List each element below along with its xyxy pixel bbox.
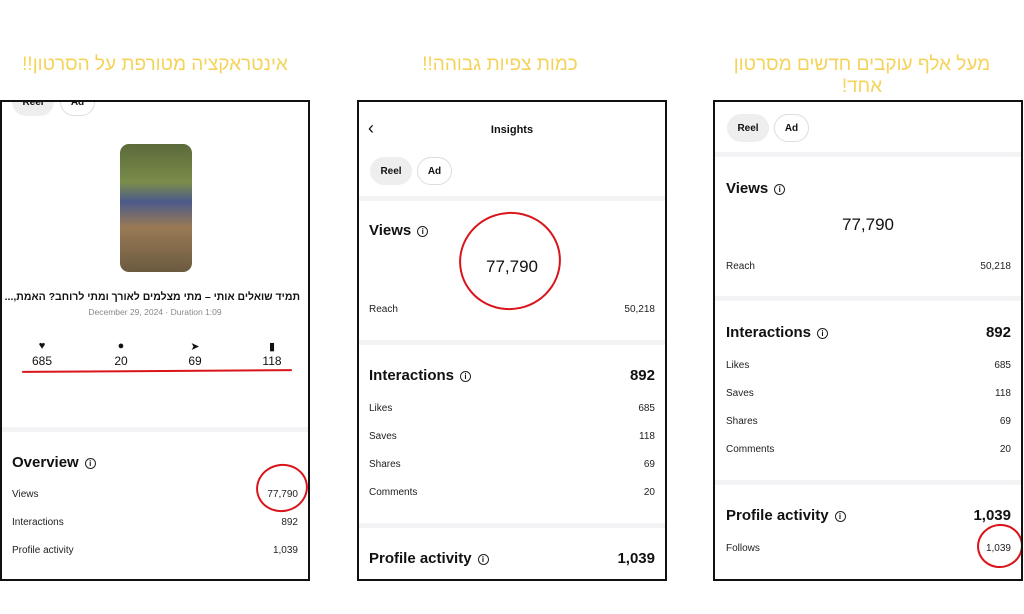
- comments-label: Comments: [726, 444, 775, 455]
- red-circle-annotation: [251, 459, 308, 517]
- back-arrow-icon[interactable]: ‹: [368, 118, 374, 138]
- ad-chip[interactable]: Ad: [60, 102, 95, 116]
- heading-middle: כמות צפיות גבוהה!!: [422, 54, 578, 75]
- saves-value: 118: [995, 388, 1011, 399]
- reach-label: Reach: [726, 261, 755, 272]
- comments-value: 20: [643, 487, 655, 498]
- comments-value: 20: [999, 444, 1011, 455]
- interactions-value: 892: [281, 517, 298, 528]
- shares-value: 69: [643, 459, 655, 470]
- likes-label: Likes: [726, 360, 750, 371]
- likes-stat: ♥ 685: [22, 340, 62, 368]
- info-icon[interactable]: i: [834, 511, 846, 522]
- share-icon: ➤: [190, 341, 200, 353]
- interactions-title: Interactions i: [726, 324, 829, 341]
- divider: [715, 296, 1021, 301]
- info-icon[interactable]: i: [417, 226, 429, 237]
- views-label: Views: [12, 489, 39, 500]
- likes-value: 685: [638, 403, 655, 414]
- profile-activity-title: Profile activity i: [726, 507, 846, 524]
- divider: [359, 523, 665, 528]
- overview-title: Overview i: [12, 454, 96, 471]
- views-title: Views i: [369, 222, 429, 239]
- info-icon[interactable]: i: [774, 184, 786, 195]
- red-circle-annotation: [972, 519, 1021, 573]
- info-icon[interactable]: i: [84, 458, 96, 469]
- comments-stat: ● 20: [101, 340, 141, 368]
- follows-value: 1,039: [985, 543, 1011, 554]
- reel-meta: December 29, 2024 · Duration 1:09: [88, 307, 222, 317]
- ad-chip[interactable]: Ad: [774, 114, 809, 142]
- reel-chip[interactable]: Reel: [12, 102, 54, 116]
- info-icon[interactable]: i: [460, 371, 472, 382]
- views-value: 77,790: [842, 215, 894, 234]
- reach-value: 50,218: [624, 304, 655, 315]
- profile-activity-label: Profile activity: [12, 545, 74, 556]
- shares-count: 69: [188, 354, 202, 368]
- red-underline: [21, 369, 293, 373]
- reel-thumbnail[interactable]: [120, 144, 192, 272]
- reach-label: Reach: [369, 304, 398, 315]
- views-value: 77,790: [486, 257, 538, 276]
- left-screenshot: Reel Ad תמיד שואלים אותי – מתי מצלמים לא…: [0, 100, 310, 581]
- shares-label: Shares: [726, 416, 758, 427]
- profile-activity-title: Profile activity i: [369, 550, 489, 567]
- ad-chip[interactable]: Ad: [417, 157, 452, 185]
- interactions-value: 892: [629, 367, 655, 384]
- likes-count: 685: [31, 354, 53, 368]
- profile-activity-value: 1,039: [272, 545, 298, 556]
- saves-stat: ▮ 118: [252, 340, 292, 368]
- comments-count: 20: [114, 354, 128, 368]
- saves-label: Saves: [369, 431, 397, 442]
- shares-value: 69: [999, 416, 1011, 427]
- follows-label: Follows: [726, 543, 760, 554]
- insights-title: Insights: [490, 124, 534, 136]
- saves-count: 118: [262, 354, 282, 368]
- heading-left: אינטראקציה מטורפת על הסרטון!!: [22, 54, 288, 75]
- divider: [715, 152, 1021, 157]
- saves-value: 118: [639, 431, 655, 442]
- divider: [2, 427, 308, 432]
- profile-activity-value: 1,039: [973, 507, 1011, 524]
- saves-label: Saves: [726, 388, 754, 399]
- likes-value: 685: [994, 360, 1011, 371]
- middle-screenshot: ‹ Insights Reel Ad Views i 77,790 Reach 5…: [357, 100, 667, 581]
- info-icon[interactable]: i: [817, 328, 829, 339]
- interactions-title: Interactions i: [369, 367, 472, 384]
- views-title: Views i: [726, 180, 786, 197]
- heart-icon: ♥: [38, 340, 46, 352]
- red-circle-annotation: [449, 202, 571, 320]
- reel-chip[interactable]: Reel: [727, 114, 769, 142]
- reel-caption: תמיד שואלים אותי – מתי מצלמים לאורך ומתי…: [4, 291, 300, 303]
- divider: [715, 480, 1021, 485]
- reel-chip[interactable]: Reel: [370, 157, 412, 185]
- likes-label: Likes: [369, 403, 393, 414]
- views-value: 77,790: [267, 489, 298, 500]
- comment-icon: ●: [117, 340, 125, 352]
- shares-stat: ➤ 69: [175, 340, 215, 368]
- shares-label: Shares: [369, 459, 401, 470]
- divider: [359, 340, 665, 345]
- reach-value: 50,218: [980, 261, 1011, 272]
- interactions-label: Interactions: [12, 517, 64, 528]
- right-screenshot: Reel Ad Views i 77,790 Reach 50,218 Inter…: [713, 100, 1023, 581]
- bookmark-icon: ▮: [268, 341, 276, 353]
- comments-label: Comments: [369, 487, 418, 498]
- interactions-value: 892: [985, 324, 1011, 341]
- profile-activity-value: 1,039: [617, 550, 655, 567]
- divider: [359, 196, 665, 201]
- heading-right: מעל אלף עוקבים חדשים מסרטון אחד!: [733, 54, 991, 97]
- info-icon[interactable]: i: [477, 554, 489, 565]
